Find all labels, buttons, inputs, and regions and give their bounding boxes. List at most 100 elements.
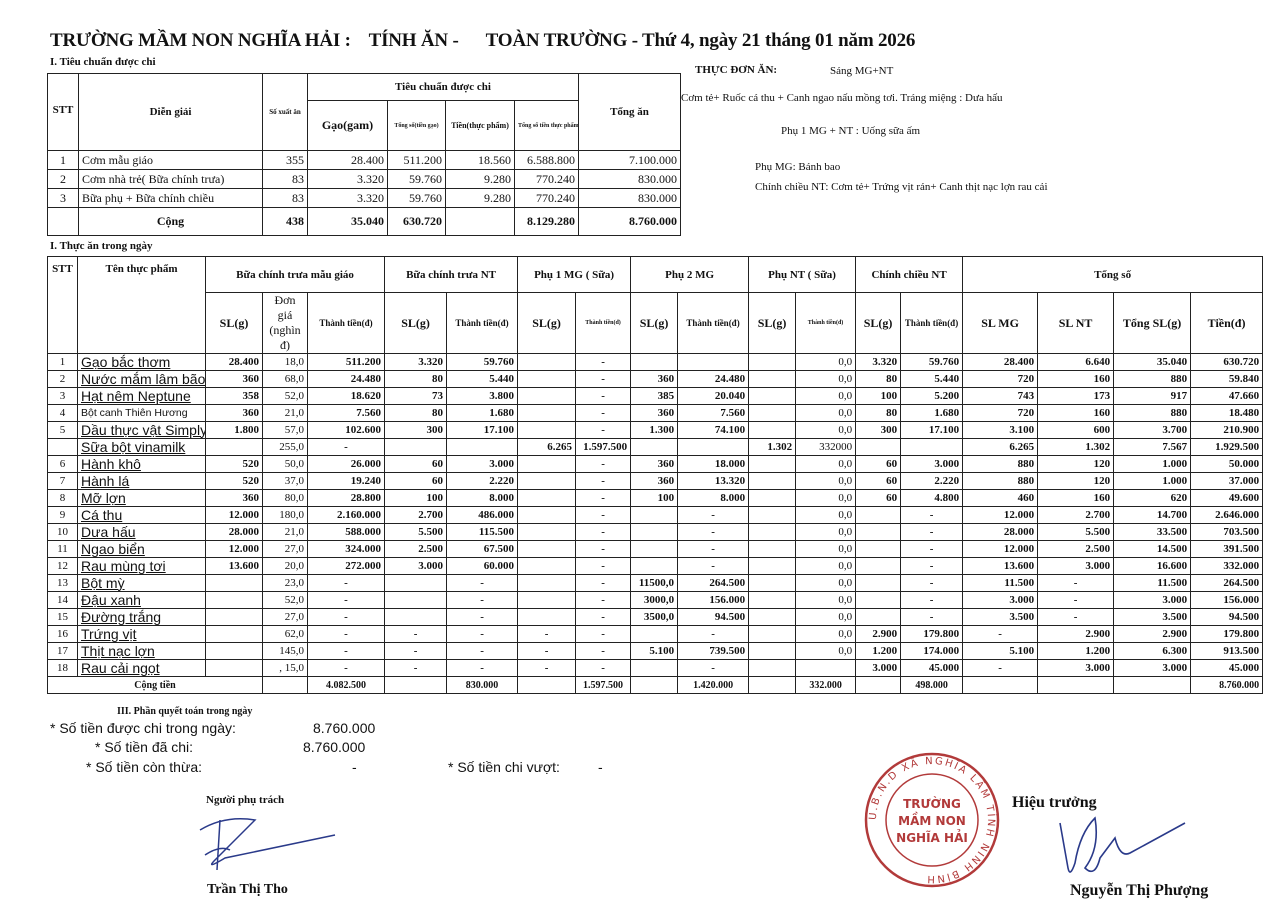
cell-total-sl-mg: -	[962, 625, 1039, 643]
cell-unit-price: 50,0	[262, 455, 308, 473]
cell-servings: 83	[262, 188, 308, 208]
cell-nt-amount: -	[446, 659, 519, 677]
cell-nt-amount: 2.220	[446, 472, 519, 490]
cell-rice: 28.400	[307, 150, 388, 170]
cell-afternoon-sl	[855, 540, 902, 558]
cell-stt: 14	[47, 591, 78, 609]
cell-mg-sl: 360	[205, 370, 263, 388]
cell-stt: 1	[47, 353, 78, 371]
cell-snack1-amount: -	[575, 557, 632, 575]
cell-stt: 9	[47, 506, 78, 524]
cell-snacknt-amount: 0,0	[795, 421, 857, 439]
allowed-value: 8.760.000	[313, 720, 376, 736]
cell-snacknt-sl	[748, 540, 797, 558]
cell-snacknt-amount: 332000	[795, 438, 857, 456]
cell-stt: 5	[47, 421, 78, 439]
cell-snacknt-amount: 0,0	[795, 540, 857, 558]
cell-total-sl-mg: 28.400	[962, 353, 1039, 371]
cell-unit-price: 57,0	[262, 421, 308, 439]
cell-mg-sl: 28.000	[205, 523, 263, 541]
cell-total-money: 332.000	[1190, 557, 1264, 575]
header-sl-nt: SL NT	[1037, 292, 1115, 354]
cell-nt-amount: 67.500	[446, 540, 519, 558]
left-signer-title: Người phụ trách	[206, 794, 285, 806]
cell-snacknt-amount: 0,0	[795, 353, 857, 371]
cell-total-sl: 6.300	[1113, 642, 1192, 660]
cell-snack1-amount: -	[575, 421, 632, 439]
cell-afternoon-amount: 5.440	[900, 370, 964, 388]
cell-snacknt-amount: 0,0	[795, 591, 857, 609]
cell-snack1-amount: -	[575, 659, 632, 677]
cell-stt: 10	[47, 523, 78, 541]
cell-mg-amount: -	[306, 438, 386, 456]
cell-rice-total: 511.200	[387, 150, 446, 170]
cell-afternoon-sl	[855, 557, 902, 575]
cell-mg-sl	[205, 591, 263, 609]
cell-total-sl-nt: 2.700	[1037, 506, 1115, 524]
table-row: 15 Đường trắng 27,0- - -3500,0 94.500 0,0-3.50…	[47, 608, 1264, 626]
cell-snacknt-sl	[748, 489, 797, 507]
cell-total-sl-mg: 720	[962, 404, 1039, 422]
total-cell	[1113, 676, 1192, 694]
cell-total-money: 94.500	[1190, 608, 1264, 626]
cell-total-sl: 11.500	[1113, 574, 1192, 592]
cell-nt-amount: -	[446, 591, 519, 609]
cell-snack1-amount: -	[575, 506, 632, 524]
cell-nt-sl: -	[384, 659, 448, 677]
header-group: Tiêu chuẩn được chi	[307, 73, 579, 101]
cell-total-money: 391.500	[1190, 540, 1264, 558]
cell-mg-sl: 360	[205, 404, 263, 422]
cell-total-sl: 7.567	[1113, 438, 1192, 456]
total-cell	[262, 676, 308, 694]
cell-total-sl: 3.500	[1113, 608, 1192, 626]
table-row: 5 Dầu thực vật Simply 1.800 57,0 102.600 300 1…	[47, 421, 1264, 439]
cell-snack2-sl: 385	[630, 387, 679, 405]
total-cell: 1.597.500	[575, 676, 632, 694]
cell-snack2-amount: 156.000	[677, 591, 750, 609]
section2-title: I. Thực ăn trong ngày	[50, 240, 153, 252]
cell-mg-sl	[205, 574, 263, 592]
cell-mg-sl: 360	[205, 489, 263, 507]
cell-snacknt-amount: 0,0	[795, 523, 857, 541]
total-cell: 1.420.000	[677, 676, 750, 694]
cell-snack1-amount: -	[575, 642, 632, 660]
cell-snacknt-amount: 0,0	[795, 489, 857, 507]
page-title: TRƯỜNG MẦM NON NGHĨA HẢI : TÍNH ĂN - TOÀ…	[50, 30, 915, 52]
header-stt: STT	[47, 256, 78, 354]
cell-stt: 15	[47, 608, 78, 626]
cell-snack1-amount: -	[575, 574, 632, 592]
cell-nt-sl	[384, 591, 448, 609]
cell-nt-sl: 3.320	[384, 353, 448, 371]
left-signature	[199, 818, 336, 871]
cell-afternoon-amount: 3.000	[900, 455, 964, 473]
cell-snacknt-amount: 0,0	[795, 574, 857, 592]
cell-snack1-sl	[517, 370, 577, 388]
cell-desc: Cơm mẫu giáo	[78, 150, 263, 170]
cell-snacknt-sl	[748, 370, 797, 388]
cell-name: Hạt nêm Neptune	[77, 387, 206, 405]
stamp-line3: NGHĨA HẢI	[896, 829, 968, 845]
cell-snack2-sl	[630, 506, 679, 524]
cell-snack1-sl	[517, 506, 577, 524]
cell-total-sl: 14.700	[1113, 506, 1192, 524]
left-signer-name: Trần Thị Tho	[207, 882, 288, 897]
cell-name: Dầu thực vật Simply	[77, 421, 206, 439]
cell-food-total: 770.240	[514, 169, 579, 189]
cell-total-sl: 33.500	[1113, 523, 1192, 541]
total-cell	[855, 676, 902, 694]
cell-total-sl: 2.900	[1113, 625, 1192, 643]
header-food-money: Tiền(thực phẩm)	[445, 100, 515, 151]
table-row: 1 Cơm mẫu giáo 355 28.400 511.200 18.560 6.588…	[47, 150, 681, 170]
total-row: Cộng tiền 4.082.500 830.000 1.597.500 1.420.…	[47, 676, 1264, 694]
cell-stt: 17	[47, 642, 78, 660]
cell-snacknt-amount: 0,0	[795, 506, 857, 524]
cell-snacknt-sl	[748, 591, 797, 609]
cell-snack1-sl: 6.265	[517, 438, 577, 456]
header-total-sl: Tổng SL(g)	[1113, 292, 1192, 354]
cell-snack2-sl	[630, 523, 679, 541]
menu-label: THỰC ĐƠN ĂN:	[695, 64, 778, 76]
cell-mg-sl: 1.800	[205, 421, 263, 439]
total-cell	[517, 676, 577, 694]
table-row: 3 Hạt nêm Neptune 358 52,0 18.620 73 3.800 -385…	[47, 387, 1264, 405]
cell-mg-amount: -	[306, 625, 386, 643]
